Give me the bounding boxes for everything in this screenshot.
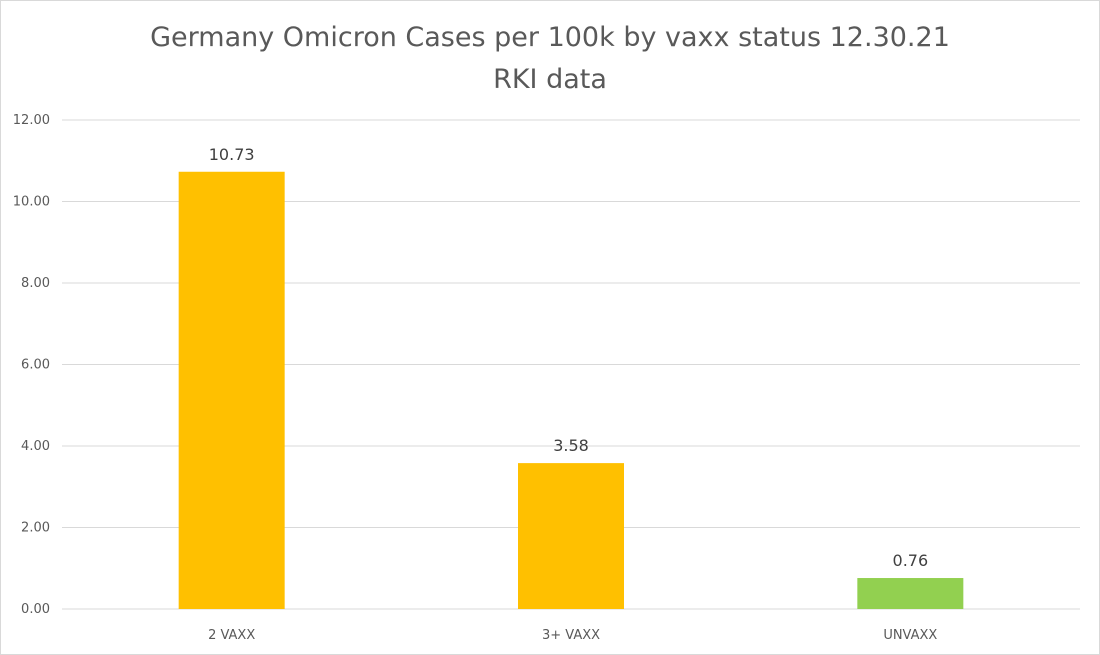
y-tick-label: 6.00	[21, 358, 50, 373]
y-tick-label: 8.00	[21, 276, 50, 291]
data-label: 10.73	[209, 145, 255, 164]
data-label: 3.58	[553, 436, 589, 455]
chart-title: Germany Omicron Cases per 100k by vaxx s…	[150, 22, 950, 53]
data-label: 0.76	[893, 551, 929, 570]
bar	[178, 171, 285, 609]
y-tick-label: 10.00	[13, 195, 50, 210]
y-tick-label: 12.00	[13, 113, 50, 128]
y-tick-label: 0.00	[21, 602, 50, 617]
bar	[518, 463, 624, 609]
x-category-label: 3+ VAXX	[542, 628, 600, 643]
chart-subtitle: RKI data	[493, 64, 607, 95]
y-tick-label: 2.00	[21, 521, 50, 536]
x-category-label: UNVAXX	[883, 628, 937, 643]
bar	[857, 578, 964, 609]
y-tick-label: 4.00	[21, 439, 50, 454]
x-category-label: 2 VAXX	[208, 628, 255, 643]
